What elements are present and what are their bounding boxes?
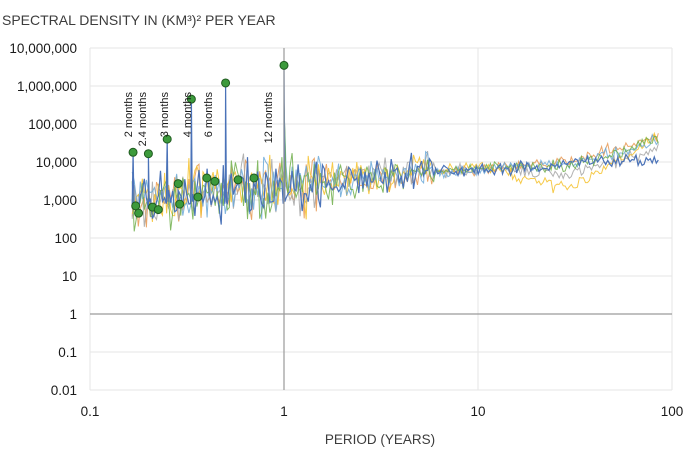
annotation-label: 3 months <box>159 92 171 138</box>
y-tick-label: 1,000 <box>43 193 77 208</box>
x-tick-label: 100 <box>661 404 684 419</box>
y-tick-label: 1,000,000 <box>17 79 77 94</box>
x-tick-label: 10 <box>470 404 485 419</box>
peak-marker <box>221 78 231 88</box>
annotation-label: 2.4 months <box>137 92 149 147</box>
peak-marker <box>143 149 153 159</box>
y-axis-ticks: 0.01 0.1 1 10 100 1,000 10,000 100,000 1,000,000… <box>9 41 77 398</box>
peak-marker <box>210 176 220 186</box>
peak-marker <box>193 192 203 202</box>
reference-lines <box>90 48 672 390</box>
series-layer <box>131 65 659 232</box>
peak-marker <box>186 94 196 104</box>
peak-marker <box>134 208 144 218</box>
grid-lines <box>89 47 673 391</box>
y-tick-label: 10,000 <box>36 155 77 170</box>
annotation-label: 4 months <box>182 92 194 138</box>
x-axis-ticks: 0.1 1 10 100 <box>81 404 684 419</box>
peak-markers <box>128 60 289 218</box>
peak-marker <box>173 179 183 189</box>
chart-title: SPECTRAL DENSITY IN (KM³)² PER YEAR <box>2 12 276 28</box>
peak-marker <box>153 205 163 215</box>
peak-marker <box>162 134 172 144</box>
peak-marker <box>128 147 138 157</box>
x-axis-label: PERIOD (YEARS) <box>325 432 435 447</box>
annotation-label: 12 months <box>263 92 275 144</box>
period-annotations: 2 months 2.4 months 3 months 4 months 6 mont… <box>123 92 275 147</box>
peak-marker <box>249 173 259 183</box>
peak-marker <box>175 199 185 209</box>
y-tick-label: 0.1 <box>58 345 77 360</box>
y-tick-label: 10 <box>62 269 77 284</box>
peak-marker <box>279 60 289 70</box>
annotation-label: 6 months <box>203 92 215 138</box>
y-tick-label: 10,000,000 <box>9 41 77 56</box>
x-tick-label: 0.1 <box>81 404 100 419</box>
y-tick-label: 100 <box>54 231 77 246</box>
annotation-label: 2 months <box>123 92 135 138</box>
y-tick-label: 100,000 <box>28 117 77 132</box>
peak-marker <box>202 173 212 183</box>
x-tick-label: 1 <box>280 404 288 419</box>
peak-marker <box>233 175 243 185</box>
y-tick-label: 1 <box>69 307 77 322</box>
y-tick-label: 0.01 <box>51 383 77 398</box>
